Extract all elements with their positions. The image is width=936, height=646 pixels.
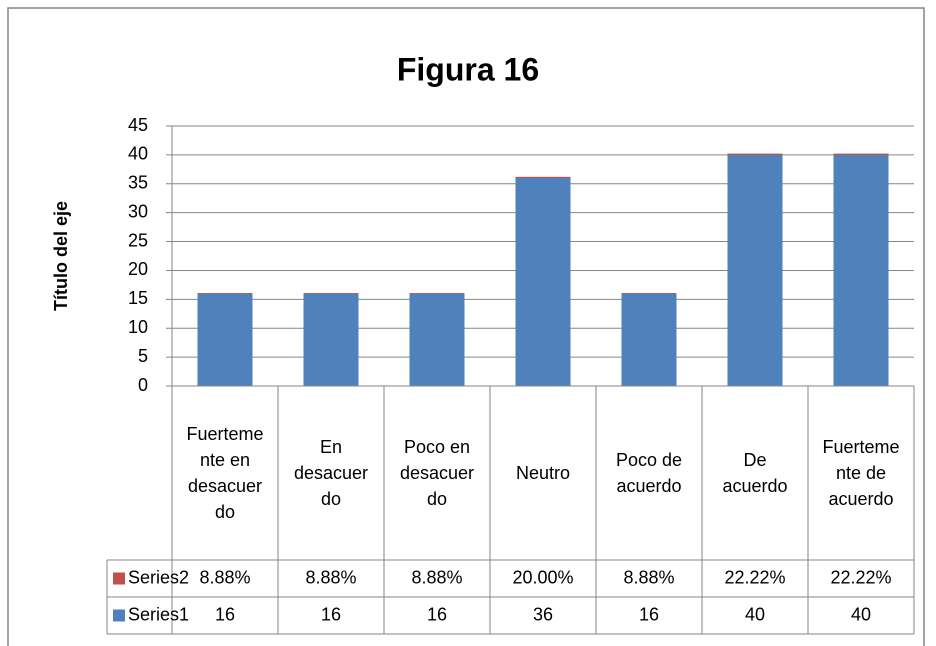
legend-key (113, 609, 125, 622)
y-tick-label: 20 (128, 259, 148, 279)
data-table-value: 16 (427, 604, 447, 624)
y-tick-label: 5 (138, 346, 148, 366)
legend-label: Series2 (128, 567, 189, 587)
chart-title: Figura 16 (397, 51, 539, 87)
bar-segment (197, 293, 253, 386)
bar-segment (621, 293, 677, 294)
data-table-value: 36 (533, 604, 553, 624)
data-table-value: 8.88% (305, 567, 356, 587)
y-tick-label: 30 (128, 201, 148, 221)
bar-segment (833, 153, 889, 155)
x-category-label: Fuertemente en desacuerdo (186, 424, 264, 522)
data-table-value: 16 (639, 604, 659, 624)
y-tick-label: 15 (128, 288, 148, 308)
data-table-value: 16 (215, 604, 235, 624)
y-axis-title: Título del eje (51, 201, 71, 311)
bar-segment (197, 293, 253, 294)
data-table-value: 40 (851, 604, 871, 624)
data-table-value: 22.22% (830, 567, 891, 587)
x-category-label: De acuerdo (722, 450, 788, 496)
bar-segment (727, 154, 783, 386)
y-tick-label: 40 (128, 144, 148, 164)
bar-segment (621, 293, 677, 386)
data-table-value: 8.88% (199, 567, 250, 587)
y-tick-label: 45 (128, 115, 148, 135)
bar-segment (515, 176, 571, 178)
data-table-value: 8.88% (623, 567, 674, 587)
x-category-label: Poco de acuerdo (615, 450, 683, 496)
x-category-label: En desacuerdo (293, 437, 369, 509)
y-tick-label: 35 (128, 173, 148, 193)
data-table-value: 8.88% (411, 567, 462, 587)
bar-segment (515, 178, 571, 386)
y-tick-label: 25 (128, 230, 148, 250)
bar-segment (833, 154, 889, 386)
bar-segment (409, 293, 465, 386)
bar-segment (727, 153, 783, 155)
x-category-label: Neutro (515, 463, 571, 483)
data-table-value: 40 (745, 604, 765, 624)
bar-segment (303, 293, 359, 294)
y-tick-label: 0 (138, 375, 148, 395)
legend-label: Series1 (128, 604, 189, 624)
x-category-label: Poco en desacuerdo (399, 437, 475, 509)
legend-key (113, 572, 125, 585)
y-tick-label: 10 (128, 317, 148, 337)
data-table-value: 20.00% (512, 567, 573, 587)
data-table-value: 22.22% (724, 567, 785, 587)
x-category-label: Fuertemente de acuerdo (822, 437, 900, 509)
bar-segment (409, 293, 465, 294)
data-table-value: 16 (321, 604, 341, 624)
bar-segment (303, 293, 359, 386)
